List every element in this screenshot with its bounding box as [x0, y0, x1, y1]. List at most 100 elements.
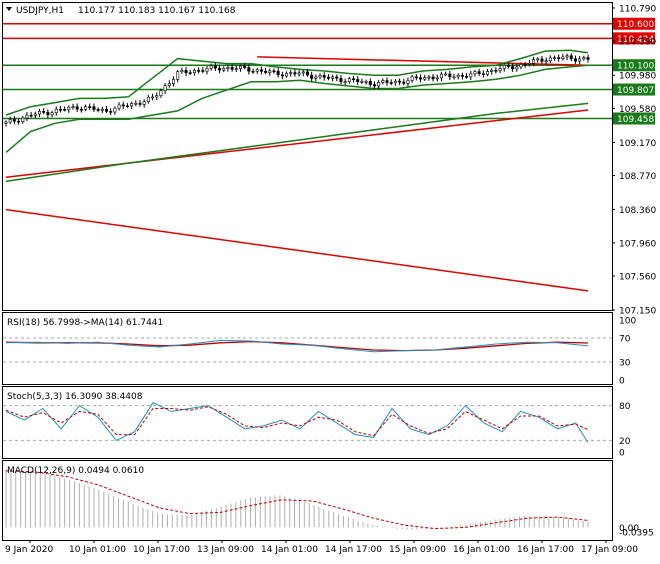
candle-body — [305, 71, 309, 76]
candle-body — [381, 80, 385, 83]
x-tick-label-5: 14 Jan 17:00 — [325, 545, 382, 555]
level-tag-label-0: 110.600 — [617, 20, 654, 30]
candle-body — [213, 65, 217, 69]
stoch-main-line — [5, 402, 589, 443]
candle-body — [4, 121, 8, 124]
candle-body — [544, 60, 548, 63]
stoch-tick-1: 20 — [619, 437, 631, 447]
macd-tick-0: 0.00 — [619, 524, 639, 534]
candle-body — [184, 70, 188, 73]
candle-body — [84, 106, 88, 110]
trendline-0 — [5, 109, 589, 178]
trendline-2 — [257, 56, 589, 66]
candle-body — [50, 112, 54, 116]
candle-body — [502, 64, 506, 69]
candle-body — [8, 119, 12, 123]
candle-body — [498, 68, 502, 72]
candle-body — [335, 76, 339, 79]
level-tag-label-3: 109.807 — [617, 86, 654, 96]
x-tick-label-7: 16 Jan 01:00 — [453, 545, 510, 555]
candle-body — [343, 81, 347, 83]
candle-body — [586, 57, 590, 60]
candle-body — [448, 73, 452, 78]
y-tick-label-0: 110.790 — [619, 4, 656, 14]
candle-body — [548, 57, 552, 62]
candle-body — [506, 64, 510, 67]
candle-body — [410, 76, 414, 81]
candle-body — [88, 106, 92, 108]
candle-body — [222, 68, 226, 71]
x-tick-label-9: 17 Jan 09:00 — [581, 545, 638, 555]
candle-body — [536, 58, 540, 61]
candle-body — [230, 67, 234, 70]
x-tick-label-0: 9 Jan 2020 — [5, 545, 53, 555]
y-tick-label-7: 107.960 — [619, 239, 656, 249]
candle-body — [406, 80, 410, 84]
moving-average-line — [5, 102, 589, 183]
rsi-layer — [3, 337, 612, 363]
candle-body — [251, 70, 255, 73]
candle-body — [372, 84, 376, 87]
ohlc-readout: 110.177 110.183 110.167 110.168 — [78, 6, 236, 16]
candle-body — [171, 78, 175, 84]
candle-body — [456, 74, 460, 78]
candle-body — [29, 114, 33, 117]
candle-body — [17, 120, 21, 123]
candle-body — [167, 83, 171, 86]
candle-body — [218, 67, 222, 71]
candle-body — [285, 73, 289, 77]
candle-body — [100, 108, 104, 111]
candle-body — [58, 108, 62, 111]
candle-body — [176, 71, 180, 80]
macd-layer — [5, 469, 589, 530]
candle-body — [301, 71, 305, 74]
candle-body — [63, 109, 67, 111]
stoch-title: Stoch(5,3,3) 16.3090 38.4408 — [7, 392, 143, 402]
candle-body — [519, 64, 523, 68]
candle-body — [46, 112, 50, 116]
axes-layer: 110.600 110.424 110.100 109.807 109.458 110.7… — [5, 4, 656, 555]
candle-body — [515, 66, 519, 70]
candle-body — [561, 56, 565, 60]
candle-body — [188, 72, 192, 74]
candle-body — [197, 70, 201, 72]
candle-body — [540, 58, 544, 62]
candle-body — [289, 72, 293, 74]
candle-body — [264, 70, 268, 73]
candle-body — [163, 85, 167, 91]
candle-body — [180, 70, 184, 73]
stoch-tick-2: 0 — [619, 449, 625, 459]
candle-body — [159, 90, 163, 96]
candle-body — [79, 108, 83, 111]
candle-body — [326, 77, 330, 79]
chart-header[interactable]: USDJPY,H1 110.177 110.183 110.167 110.16… — [6, 6, 236, 16]
candle-body — [573, 58, 577, 62]
candle-body — [582, 57, 586, 60]
candle-body — [297, 72, 301, 75]
rsi-title: RSI(18) 56.7998 — [7, 318, 80, 328]
candle-body — [318, 75, 322, 78]
dropdown-triangle-icon[interactable] — [6, 7, 12, 11]
candle-body — [352, 78, 356, 81]
candle-body — [511, 66, 515, 70]
candle-body — [322, 75, 326, 78]
candle-body — [565, 55, 569, 58]
candle-body — [21, 117, 25, 123]
candle-body — [151, 96, 155, 99]
x-tick-label-3: 13 Jan 09:00 — [197, 545, 254, 555]
main-price-layer — [3, 22, 612, 292]
candle-body — [385, 80, 389, 83]
candle-body — [37, 111, 41, 115]
candle-body — [113, 107, 117, 113]
x-tick-label-2: 10 Jan 17:00 — [133, 545, 190, 555]
macd-tick-1: -0.0395 — [619, 529, 654, 539]
candle-body — [280, 74, 284, 77]
candle-body — [125, 105, 129, 108]
y-tick-label-5: 108.770 — [619, 172, 656, 182]
candle-body — [444, 73, 448, 76]
rsi-ma-title: ->MA(14) 61.7441 — [80, 318, 163, 328]
candle-body — [54, 108, 58, 114]
candle-body — [389, 82, 393, 84]
y-tick-label-6: 108.360 — [619, 206, 656, 216]
